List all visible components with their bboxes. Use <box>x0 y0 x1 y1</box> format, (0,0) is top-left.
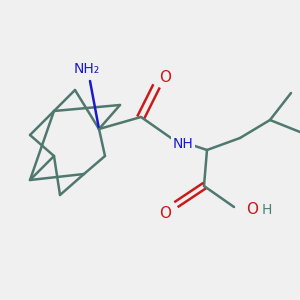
Text: O: O <box>246 202 258 217</box>
Text: NH: NH <box>172 137 194 151</box>
Text: O: O <box>159 70 171 86</box>
Text: H: H <box>262 203 272 217</box>
Text: O: O <box>159 206 171 220</box>
Text: NH₂: NH₂ <box>74 62 100 76</box>
